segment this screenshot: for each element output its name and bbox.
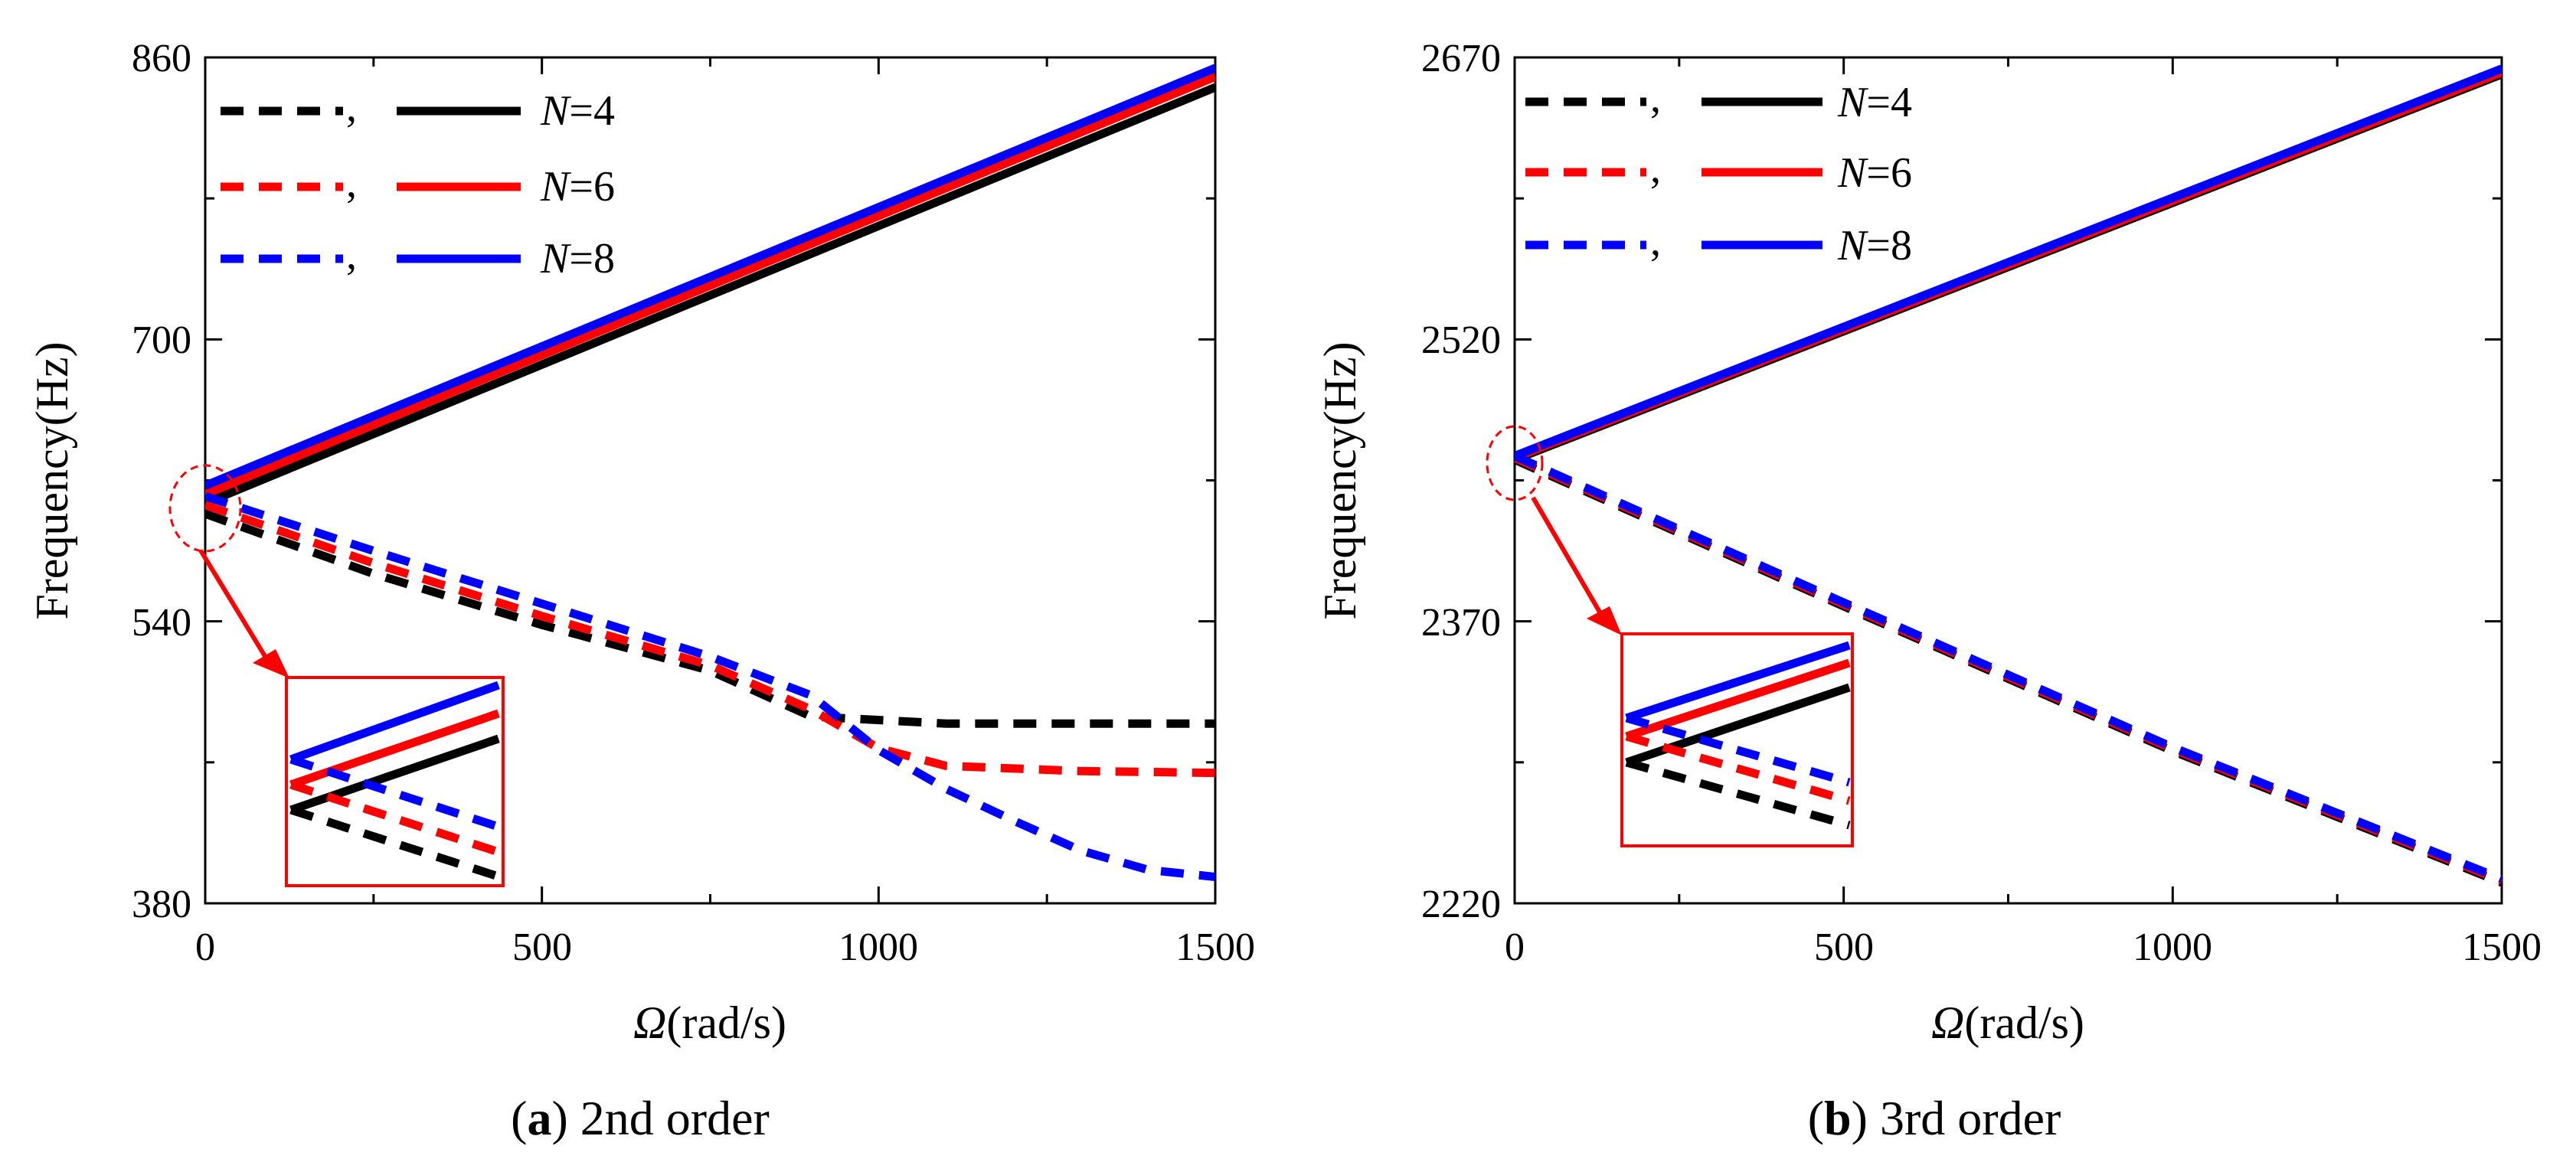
y-tick-label: 540 bbox=[132, 601, 191, 645]
series-group-b bbox=[1515, 64, 2502, 887]
series-line-n-4-forward bbox=[205, 83, 1215, 508]
panel-caption-b: (b) 3rd order bbox=[1808, 1091, 2061, 1145]
inset-line-n8-backward bbox=[1625, 713, 1851, 787]
chart-panel-b: 2220 2370 2520 2670 0 500 1000 1500 Freq… bbox=[1315, 37, 2542, 1145]
inset-line-n4-backward bbox=[1625, 758, 1851, 830]
y-tick-label: 380 bbox=[132, 883, 191, 926]
y-tick-labels-a: 380 540 700 860 bbox=[132, 37, 191, 926]
inset-line-n6-backward bbox=[1625, 732, 1851, 805]
legend-entry-n6: , N=6 bbox=[1525, 145, 1912, 197]
series-line-n-4-backward bbox=[205, 510, 1215, 728]
legend-label: N=6 bbox=[540, 163, 615, 211]
x-tick-label: 1000 bbox=[839, 926, 918, 969]
y-tick-label: 2670 bbox=[1421, 37, 1501, 80]
legend-a: , N=4 , N=6 , N=8 bbox=[221, 83, 615, 282]
x-tick-label: 0 bbox=[195, 926, 215, 969]
series-line-n-6-forward bbox=[205, 73, 1215, 498]
x-tick-label: 500 bbox=[512, 926, 572, 969]
zoom-inset-a bbox=[285, 676, 505, 887]
x-tick-label: 1500 bbox=[2462, 926, 2542, 969]
x-tick-label: 500 bbox=[1814, 926, 1874, 969]
zoom-inset-b bbox=[1620, 632, 1854, 847]
y-tick-label: 2220 bbox=[1421, 883, 1501, 926]
legend-entry-n6: , N=6 bbox=[221, 159, 615, 211]
series-line-n-8-forward bbox=[205, 64, 1215, 490]
legend-comma: , bbox=[346, 159, 357, 207]
zoom-arrow-head-b bbox=[1587, 606, 1622, 635]
y-axis-label-b: Frequency(Hz) bbox=[1315, 341, 1365, 619]
inset-frame-a bbox=[285, 676, 505, 887]
panel-caption-a: (a) 2nd order bbox=[511, 1091, 770, 1145]
legend-comma: , bbox=[1650, 145, 1661, 192]
zoom-arrow-head-a bbox=[253, 649, 289, 678]
legend-entry-n8: , N=8 bbox=[221, 231, 615, 282]
tick-marks-a bbox=[204, 56, 1217, 905]
x-tick-label: 1000 bbox=[2133, 926, 2212, 969]
series-line-n-8-backward bbox=[1515, 452, 2502, 883]
legend-comma: , bbox=[346, 83, 357, 131]
legend-label: N=8 bbox=[540, 235, 615, 282]
zoom-highlight-ellipse-b bbox=[1486, 425, 1544, 501]
y-tick-labels-b: 2220 2370 2520 2670 bbox=[1421, 37, 1501, 926]
x-tick-label: 0 bbox=[1505, 926, 1525, 969]
legend-entry-n8: , N=8 bbox=[1525, 217, 1912, 269]
y-axis-label-a: Frequency(Hz) bbox=[27, 341, 77, 619]
zoom-arrow-a bbox=[198, 549, 272, 665]
inset-line-n8-forward bbox=[1625, 641, 1851, 723]
inset-line-n4-forward bbox=[289, 734, 500, 815]
axis-frame-a bbox=[204, 56, 1217, 905]
axis-frame-b bbox=[1513, 56, 2503, 905]
legend-label: N=8 bbox=[1837, 222, 1912, 269]
legend-comma: , bbox=[346, 231, 357, 279]
legend-label: N=4 bbox=[1837, 79, 1912, 126]
zoom-arrow-b bbox=[1531, 496, 1606, 620]
x-tick-labels-a: 0 500 1000 1500 bbox=[195, 926, 1255, 969]
tick-marks-b bbox=[1513, 56, 2503, 905]
y-tick-label: 2520 bbox=[1421, 318, 1501, 362]
inset-line-n6-forward bbox=[1625, 658, 1851, 741]
inset-line-n6-forward bbox=[289, 709, 500, 789]
legend-b: , N=4 , N=6 , N=8 bbox=[1525, 74, 1912, 269]
zoom-highlight-ellipse-a bbox=[168, 464, 242, 553]
series-line-n-6-backward bbox=[205, 501, 1215, 778]
series-line-n-8-forward bbox=[1515, 64, 2502, 460]
inset-frame-b bbox=[1620, 632, 1854, 847]
legend-comma: , bbox=[1650, 74, 1661, 122]
chart-panel-a: 380 540 700 860 0 500 1000 1500 Frequenc… bbox=[27, 37, 1255, 1145]
series-group-a bbox=[205, 64, 1215, 881]
y-tick-label: 700 bbox=[132, 318, 191, 362]
legend-entry-n4: , N=4 bbox=[221, 83, 615, 135]
legend-label: N=4 bbox=[540, 87, 615, 135]
x-tick-label: 1500 bbox=[1175, 926, 1255, 969]
legend-comma: , bbox=[1650, 217, 1661, 265]
inset-line-n8-forward bbox=[289, 681, 500, 764]
x-tick-labels-b: 0 500 1000 1500 bbox=[1505, 926, 2542, 969]
legend-label: N=6 bbox=[1837, 149, 1912, 197]
y-tick-label: 860 bbox=[132, 37, 191, 80]
x-axis-label-a: Ω(rad/s) bbox=[633, 997, 786, 1048]
legend-entry-n4: , N=4 bbox=[1525, 74, 1912, 126]
x-axis-label-b: Ω(rad/s) bbox=[1931, 997, 2084, 1048]
y-tick-label: 2370 bbox=[1421, 601, 1501, 645]
series-line-n-8-backward bbox=[205, 491, 1215, 881]
